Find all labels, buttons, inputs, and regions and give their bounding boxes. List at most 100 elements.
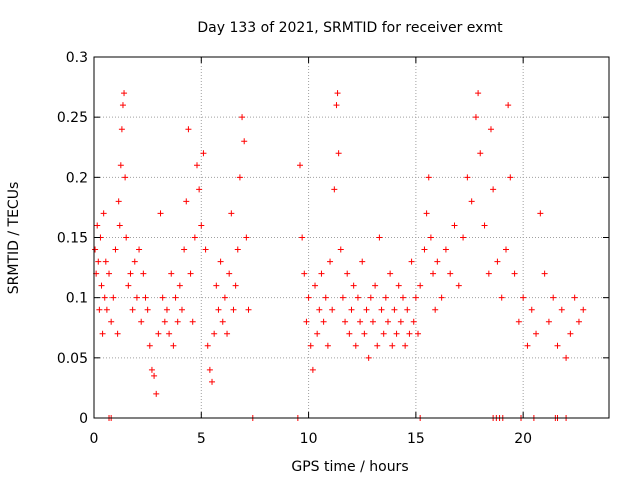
data-point — [575, 318, 582, 325]
data-point — [432, 306, 439, 313]
data-point — [415, 330, 422, 337]
y-tick-label: 0.15 — [57, 231, 88, 247]
data-point — [226, 270, 233, 277]
data-point — [487, 126, 494, 133]
data-point — [133, 294, 140, 301]
data-point — [348, 306, 355, 313]
grid-lines — [94, 57, 609, 418]
data-point — [185, 126, 192, 133]
data-point — [98, 282, 105, 289]
data-point — [339, 294, 346, 301]
data-point — [125, 282, 132, 289]
data-point — [312, 282, 319, 289]
data-point — [138, 318, 145, 325]
data-point — [170, 342, 177, 349]
data-point — [159, 294, 166, 301]
data-point — [241, 138, 248, 145]
data-point — [127, 270, 134, 277]
data-point — [503, 246, 509, 253]
data-point — [550, 294, 557, 301]
data-point — [464, 174, 471, 181]
data-point — [490, 186, 497, 193]
data-point — [181, 246, 188, 253]
data-point — [324, 342, 331, 349]
data-point — [369, 318, 376, 325]
data-point — [320, 318, 327, 325]
x-axis-label: GPS time / hours — [291, 459, 408, 475]
data-point — [318, 270, 325, 277]
data-point — [541, 270, 548, 277]
data-point — [327, 258, 334, 265]
data-point — [112, 246, 119, 253]
data-point — [301, 270, 308, 277]
data-point — [361, 330, 368, 337]
data-point — [417, 282, 424, 289]
data-point — [189, 318, 196, 325]
data-point — [307, 342, 314, 349]
data-point — [344, 270, 351, 277]
data-point — [374, 342, 381, 349]
data-point — [232, 282, 239, 289]
data-point — [442, 246, 449, 253]
data-point — [567, 330, 574, 337]
data-point — [213, 282, 220, 289]
data-point — [334, 90, 341, 97]
data-point — [243, 234, 250, 241]
data-point — [402, 342, 409, 349]
data-point — [129, 306, 136, 313]
data-point — [387, 270, 394, 277]
data-point — [393, 330, 400, 337]
data-point — [198, 222, 205, 229]
data-point — [163, 306, 170, 313]
data-point — [380, 330, 387, 337]
data-point — [397, 318, 404, 325]
data-point — [314, 330, 321, 337]
data-point — [168, 270, 175, 277]
data-point — [331, 186, 338, 193]
data-point — [558, 306, 565, 313]
data-point — [408, 258, 415, 265]
data-point — [410, 318, 417, 325]
data-point — [174, 318, 181, 325]
data-point — [200, 150, 207, 157]
data-point — [217, 258, 224, 265]
data-point — [151, 372, 158, 379]
data-point — [161, 318, 168, 325]
data-point — [95, 258, 102, 265]
data-point — [99, 330, 106, 337]
data-point — [580, 306, 587, 313]
y-tick-label: 0.3 — [66, 50, 88, 66]
data-point — [430, 270, 437, 277]
data-point — [571, 294, 578, 301]
data-points — [92, 90, 587, 421]
data-point — [352, 342, 359, 349]
data-point — [172, 294, 179, 301]
data-point — [406, 330, 413, 337]
data-point — [425, 174, 432, 181]
y-tick-label: 0.05 — [57, 351, 88, 367]
data-point — [460, 234, 467, 241]
data-point — [92, 246, 99, 253]
data-point — [335, 150, 342, 157]
data-point — [206, 366, 213, 373]
data-point — [511, 270, 518, 277]
data-point — [209, 378, 216, 385]
chart-title: Day 133 of 2021, SRMTID for receiver exm… — [197, 20, 503, 36]
x-tick-label: 20 — [514, 431, 532, 447]
data-point — [178, 306, 185, 313]
data-point — [234, 246, 241, 253]
data-point — [157, 210, 164, 217]
y-tick-label: 0.1 — [66, 291, 88, 307]
data-point — [438, 294, 445, 301]
data-point — [372, 282, 379, 289]
data-point — [494, 258, 501, 265]
data-point — [316, 306, 323, 313]
data-point — [507, 174, 514, 181]
data-point — [96, 306, 103, 313]
data-point — [481, 222, 488, 229]
data-point — [354, 294, 361, 301]
data-point — [367, 294, 374, 301]
data-point — [119, 102, 126, 109]
data-point — [475, 90, 482, 97]
